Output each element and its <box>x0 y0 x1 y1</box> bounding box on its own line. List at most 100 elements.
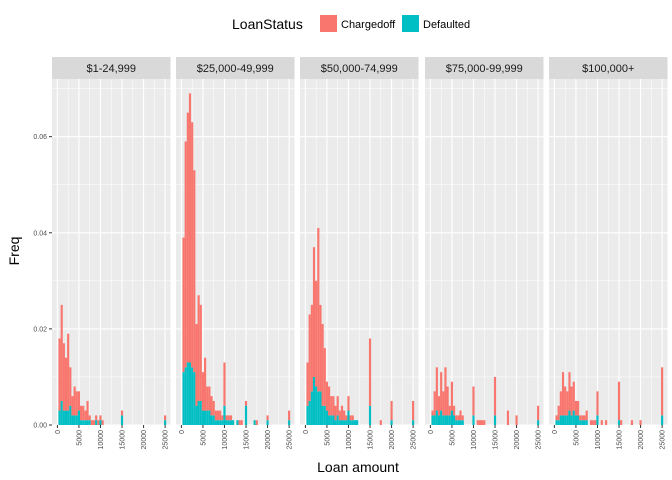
bar-defaulted <box>561 415 565 425</box>
bar-chargedoff <box>442 391 445 416</box>
bar-chargedoff <box>323 348 326 406</box>
bar-defaulted <box>323 405 326 425</box>
bar-chargedoff <box>617 381 621 421</box>
bar-chargedoff <box>60 304 63 401</box>
facet-panel: $1-24,999 0 5000 10000 15000 20000 25000 <box>52 57 171 449</box>
bar-chargedoff <box>82 405 85 421</box>
bar-chargedoff <box>515 415 518 425</box>
bar-defaulted <box>340 420 344 425</box>
bar-chargedoff <box>332 396 335 416</box>
bar-chargedoff <box>481 420 484 425</box>
bar-chargedoff <box>199 304 202 401</box>
bar-chargedoff <box>559 391 562 416</box>
bar-defaulted <box>288 420 291 425</box>
bar-defaulted <box>229 420 233 425</box>
bar-defaulted <box>201 410 205 425</box>
bar-defaulted <box>210 415 213 425</box>
y-tick-label: 0.06 <box>33 134 47 141</box>
x-tick-label: 20000 <box>141 430 148 450</box>
bar-chargedoff <box>572 381 575 411</box>
bar-defaulted <box>390 420 393 425</box>
bar-defaulted <box>60 400 63 425</box>
bar-chargedoff <box>80 405 83 421</box>
bar-defaulted <box>431 415 434 425</box>
bar-chargedoff <box>453 405 456 416</box>
bar-chargedoff <box>99 415 102 421</box>
bar-chargedoff <box>229 415 233 421</box>
bar-chargedoff <box>193 170 196 373</box>
bar-chargedoff <box>204 357 207 411</box>
bar-defaulted <box>577 415 580 425</box>
x-tick-label: 10000 <box>595 430 602 450</box>
bar-defaulted <box>206 410 209 425</box>
bar-chargedoff <box>191 122 194 368</box>
bar-defaulted <box>585 420 588 425</box>
bar-chargedoff <box>478 420 482 425</box>
bar-defaulted <box>347 410 350 425</box>
facet-panel: $50,000-74,999 0 5000 10000 15000 20000 25000 <box>300 57 419 449</box>
bar-defaulted <box>564 415 567 425</box>
bar-defaulted <box>574 415 578 425</box>
bar-chargedoff <box>493 376 497 416</box>
legend-title: LoanStatus <box>232 16 303 32</box>
bar-defaulted <box>84 420 87 425</box>
facet-strip <box>176 57 295 79</box>
bar-defaulted <box>308 400 311 425</box>
bar-defaulted <box>572 410 575 425</box>
x-tick-label: 5000 <box>200 430 207 446</box>
bar-defaulted <box>596 415 599 425</box>
bar-defaulted <box>351 420 354 425</box>
bar-chargedoff <box>476 420 479 425</box>
bar-defaulted <box>182 372 185 425</box>
bar-chargedoff <box>317 227 320 392</box>
bar-chargedoff <box>338 410 341 421</box>
bar-chargedoff <box>306 362 309 406</box>
bar-defaulted <box>444 415 447 425</box>
bar-defaulted <box>184 367 187 425</box>
bar-defaulted <box>71 415 74 425</box>
bar-chargedoff <box>310 304 313 392</box>
bar-defaulted <box>120 415 124 425</box>
bar-chargedoff <box>574 400 578 416</box>
bar-defaulted <box>188 362 192 425</box>
bar-chargedoff <box>581 415 584 421</box>
x-tick-label: 20000 <box>638 430 645 450</box>
bar-chargedoff <box>197 295 200 401</box>
x-tick-label: 25000 <box>660 430 667 450</box>
bar-chargedoff <box>343 410 346 421</box>
bar-chargedoff <box>506 410 510 425</box>
bar-chargedoff <box>566 391 569 416</box>
bar-defaulted <box>581 420 584 425</box>
bar-defaulted <box>223 405 226 425</box>
bar-defaulted <box>343 420 346 425</box>
x-tick-label: 20000 <box>514 430 521 450</box>
bar-chargedoff <box>431 410 434 416</box>
bar-defaulted <box>321 405 324 425</box>
bar-defaulted <box>80 420 83 425</box>
x-tick-label: 15000 <box>244 430 251 450</box>
bar-defaulted <box>472 415 475 425</box>
bar-defaulted <box>557 420 560 425</box>
bar-chargedoff <box>186 112 189 363</box>
x-tick-label: 25000 <box>287 430 294 450</box>
bar-defaulted <box>95 420 98 425</box>
bar-chargedoff <box>349 415 352 421</box>
bar-defaulted <box>368 405 372 425</box>
bar-chargedoff <box>340 405 344 421</box>
bar-chargedoff <box>446 386 449 416</box>
bar-defaulted <box>448 415 451 425</box>
facet-panel: $25,000-49,999 0 5000 10000 15000 20000 25000 <box>176 57 295 449</box>
bar-defaulted <box>353 420 357 425</box>
bar-defaulted <box>312 376 316 425</box>
bar-chargedoff <box>564 386 567 416</box>
legend-label-defaulted: Defaulted <box>423 19 470 31</box>
bar-chargedoff <box>120 410 124 416</box>
bar-chargedoff <box>84 410 87 421</box>
bar-chargedoff <box>225 415 228 421</box>
bar-chargedoff <box>73 386 76 416</box>
bar-defaulted <box>332 415 335 425</box>
bar-defaulted <box>204 410 207 425</box>
bar-defaulted <box>349 420 352 425</box>
x-tick-label: 25000 <box>411 430 418 450</box>
